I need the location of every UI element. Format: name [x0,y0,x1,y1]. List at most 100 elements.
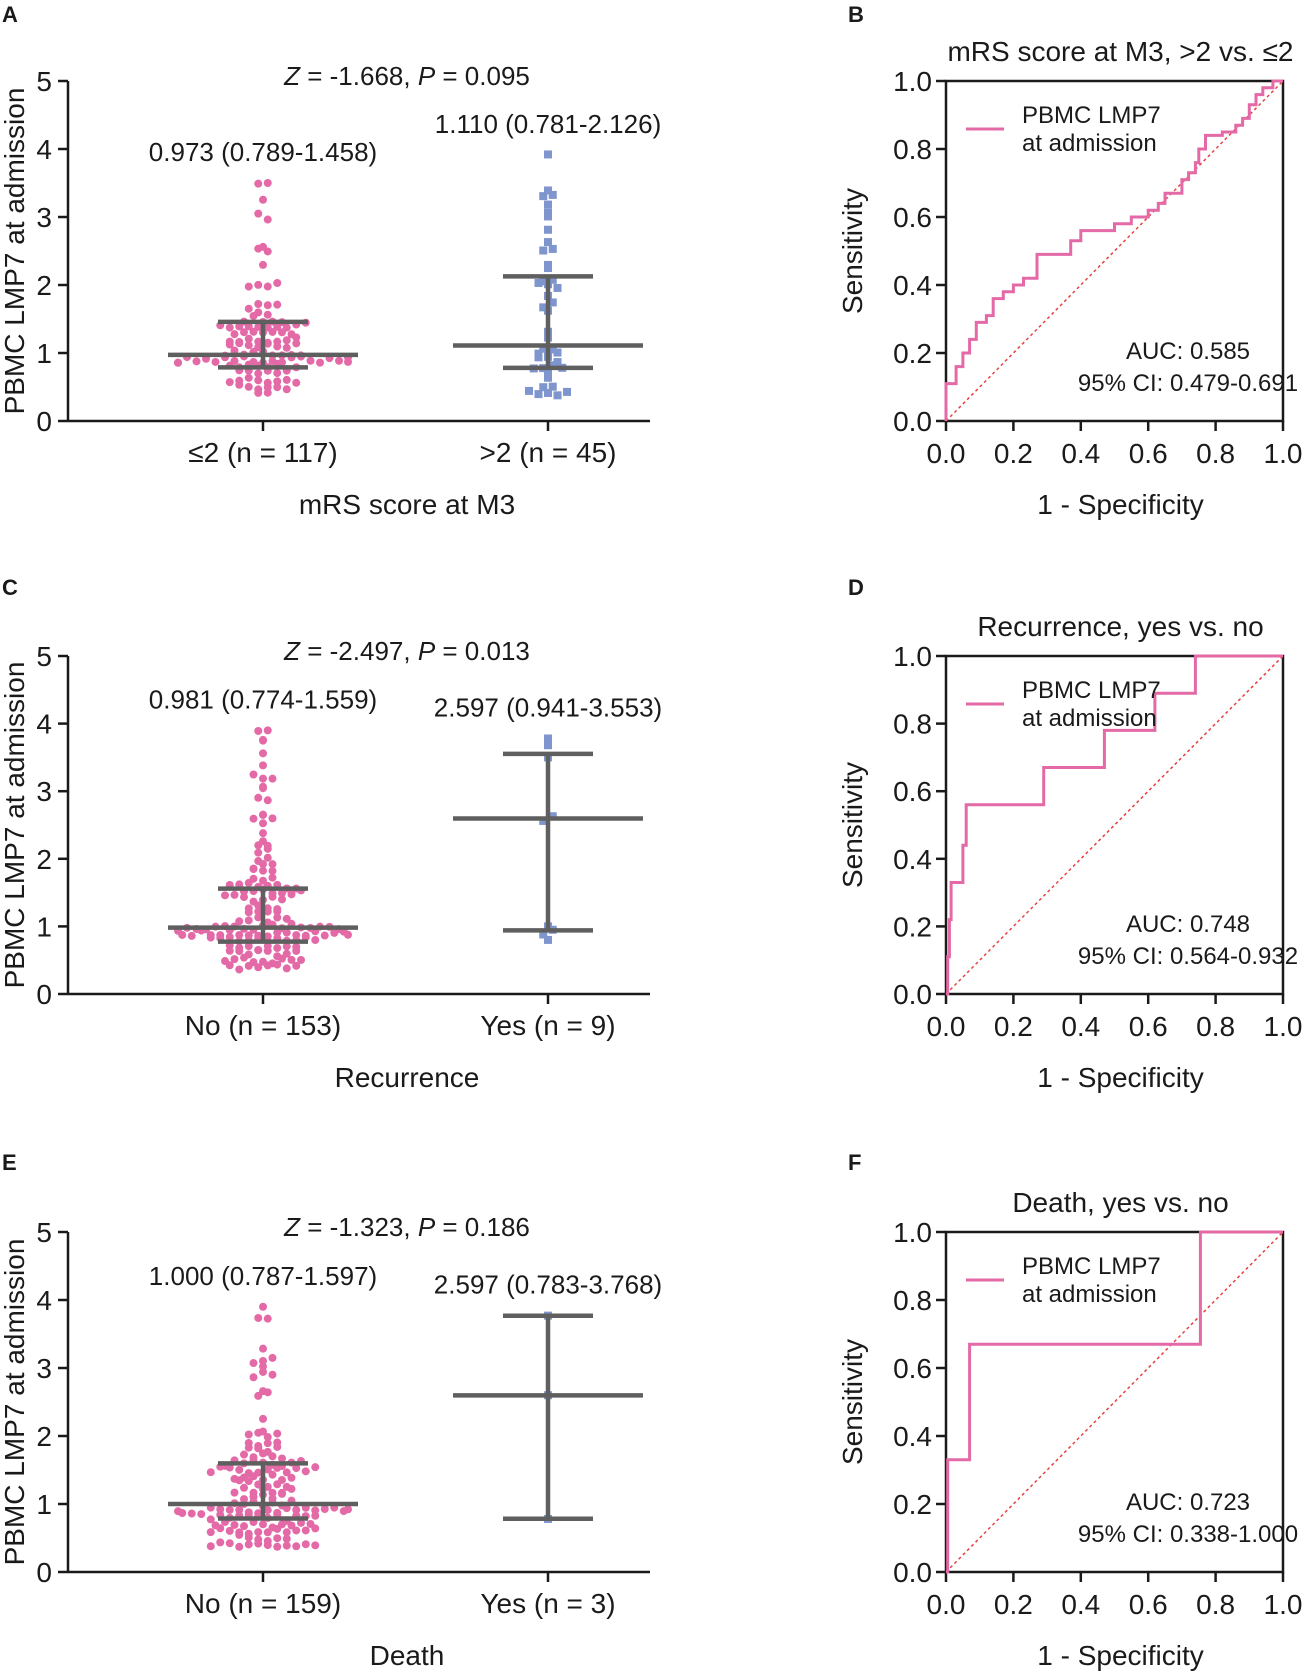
data-point [249,958,258,967]
data-point [259,876,267,885]
data-point [292,378,301,387]
data-point [263,310,272,319]
data-point [311,1541,320,1550]
data-point [273,1508,282,1517]
data-point [320,1505,329,1514]
y-tick-label: 0 [36,1557,52,1588]
y-tick-label: 1.0 [893,1217,932,1248]
y-tick-label: 5 [36,1217,52,1248]
data-point [230,1474,239,1483]
data-point [192,357,201,366]
data-point [548,382,557,391]
data-point [544,388,552,397]
chart-title: mRS score at M3, >2 vs. ≤2 [947,36,1293,67]
data-point [282,1534,291,1543]
data-point [240,328,248,337]
y-tick-label: 0.0 [893,1557,932,1588]
data-point [263,1433,272,1442]
data-point [174,1507,182,1516]
x-tick-label: ≤2 (n = 117) [188,437,338,468]
data-point [263,904,272,913]
data-point [225,1539,234,1548]
y-tick-label: 0 [36,406,52,437]
data-point [244,1508,253,1517]
x-axis-label: 1 - Specificity [1037,1062,1204,1093]
group-annotation: 0.981 (0.774-1.559) [149,684,377,714]
data-point [268,357,277,366]
data-point [301,1467,310,1476]
auc-label: AUC: 0.585 [1126,338,1250,365]
data-point [206,1515,215,1524]
data-point [244,304,253,313]
data-point [254,337,263,346]
x-tick-label: 0.0 [927,1011,966,1042]
y-tick-label: 0.8 [893,1285,932,1316]
data-point [259,1387,267,1396]
x-axis-label: Death [370,1640,445,1671]
data-point [335,356,343,365]
data-point [282,323,291,332]
data-point [244,334,253,343]
data-point [244,1469,253,1478]
data-point [254,308,263,317]
data-point [249,1488,258,1497]
data-point [311,1463,320,1472]
data-point [553,391,562,400]
data-point [287,955,296,964]
data-point [344,930,352,939]
stat-label: Z = -1.668, P = 0.095 [283,61,530,91]
data-point [268,873,277,882]
data-point [263,796,272,805]
data-point [282,385,291,394]
data-point [548,190,557,199]
data-point [268,774,277,783]
panel-letter: B [848,2,864,27]
data-point [292,961,301,970]
data-point [292,942,301,951]
data-point [244,931,253,940]
data-point [187,1509,196,1518]
chart-title: Death, yes vs. no [1012,1187,1228,1218]
x-tick-label: 0.6 [1129,1589,1168,1620]
data-point [254,376,263,385]
data-point [273,913,282,922]
data-point [254,945,263,954]
data-point [539,930,548,939]
y-tick-label: 2 [36,270,52,301]
data-point [544,741,552,750]
data-point [244,382,253,391]
x-axis-label: 1 - Specificity [1037,1640,1204,1671]
legend-label: PBMC LMP7 [1022,1253,1161,1280]
y-tick-label: 0.6 [893,1353,932,1384]
data-point [240,1522,248,1531]
data-point [254,1313,263,1322]
data-point [235,965,244,974]
stat-pval: = 0.186 [435,1212,530,1242]
data-point [254,1535,263,1544]
y-tick-label: 3 [36,776,52,807]
data-point [254,793,263,802]
data-point [292,1526,301,1535]
y-tick-label: 3 [36,202,52,233]
data-point [553,348,562,357]
stat-zval: = -1.323, [300,1212,418,1242]
data-point [311,1506,320,1515]
data-point [259,782,267,791]
y-tick-label: 4 [36,709,52,740]
data-point [259,866,267,875]
data-point [249,874,258,883]
data-point [320,931,329,940]
legend-label: at admission [1022,1281,1157,1308]
data-point [273,337,282,346]
data-point [254,913,263,922]
data-point [273,952,282,961]
data-point [268,1488,277,1497]
data-point [244,904,253,913]
data-point [282,942,291,951]
data-point [259,957,267,966]
data-point [225,1526,234,1535]
data-point [235,943,244,952]
y-tick-label: 5 [36,66,52,97]
